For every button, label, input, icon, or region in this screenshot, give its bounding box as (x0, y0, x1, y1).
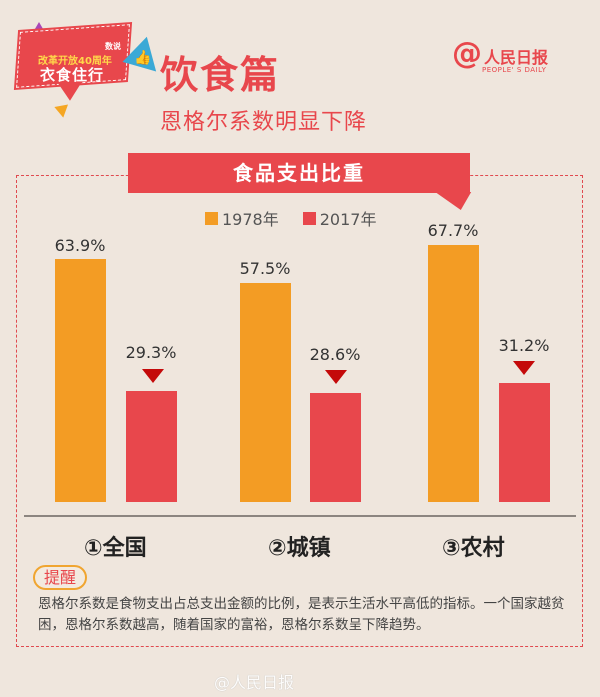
note-text: 恩格尔系数是食物支出占总支出金额的比例，是表示生活水平高低的指标。一个国家越贫困… (38, 596, 565, 633)
bar-value-label: 67.7% (427, 221, 479, 240)
chart-title: 食品支出比重 (233, 161, 365, 185)
chart-legend: 1978年 2017年 (205, 206, 376, 230)
down-arrow-icon (142, 369, 164, 383)
category-label-urban: ②城镇 (268, 536, 331, 561)
weibo-watermark: @人民日报 (214, 673, 295, 692)
down-arrow-icon (513, 361, 535, 375)
legend-swatch-orange (205, 211, 218, 225)
x-axis-line (24, 515, 576, 517)
bar-rural-1978 (428, 245, 479, 502)
bar-value-label: 28.6% (309, 345, 361, 364)
bar-urban-2017 (310, 393, 361, 502)
legend-item-2017: 2017年 (302, 206, 377, 230)
bar-national-2017 (126, 391, 177, 502)
thumbs-up-icon: 👍 (134, 50, 152, 66)
page-subtitle: 恩格尔系数明显下降 (160, 110, 368, 135)
badge-line1: 改革开放40周年 (38, 56, 112, 67)
logo-name-cn: 人民日报 (484, 48, 549, 67)
legend-item-1978: 1978年 (205, 206, 279, 230)
badge-tag: 数说 (105, 42, 121, 51)
legend-swatch-red (302, 211, 316, 225)
note-badge: 提醒 (33, 565, 87, 590)
chart-title-banner (128, 153, 470, 193)
category-label-national: ①全国 (84, 536, 147, 561)
down-arrow-icon (325, 370, 347, 384)
logo-name-en: PEOPLE' S DAILY (482, 66, 547, 74)
legend-label: 1978年 (222, 210, 279, 229)
bar-value-label: 63.9% (54, 236, 106, 255)
bar-value-label: 31.2% (498, 336, 550, 355)
bar-national-1978 (55, 259, 106, 502)
bar-rural-2017 (499, 383, 550, 502)
category-label-rural: ③农村 (442, 536, 505, 561)
peoples-daily-logo-icon: @ (452, 36, 482, 71)
bar-urban-1978 (240, 283, 291, 502)
page-title: 饮食篇 (160, 53, 281, 97)
bar-value-label: 57.5% (239, 259, 291, 278)
badge-line2: 衣食住行 (40, 66, 105, 84)
bar-value-label: 29.3% (125, 343, 177, 362)
legend-label: 2017年 (319, 210, 377, 229)
